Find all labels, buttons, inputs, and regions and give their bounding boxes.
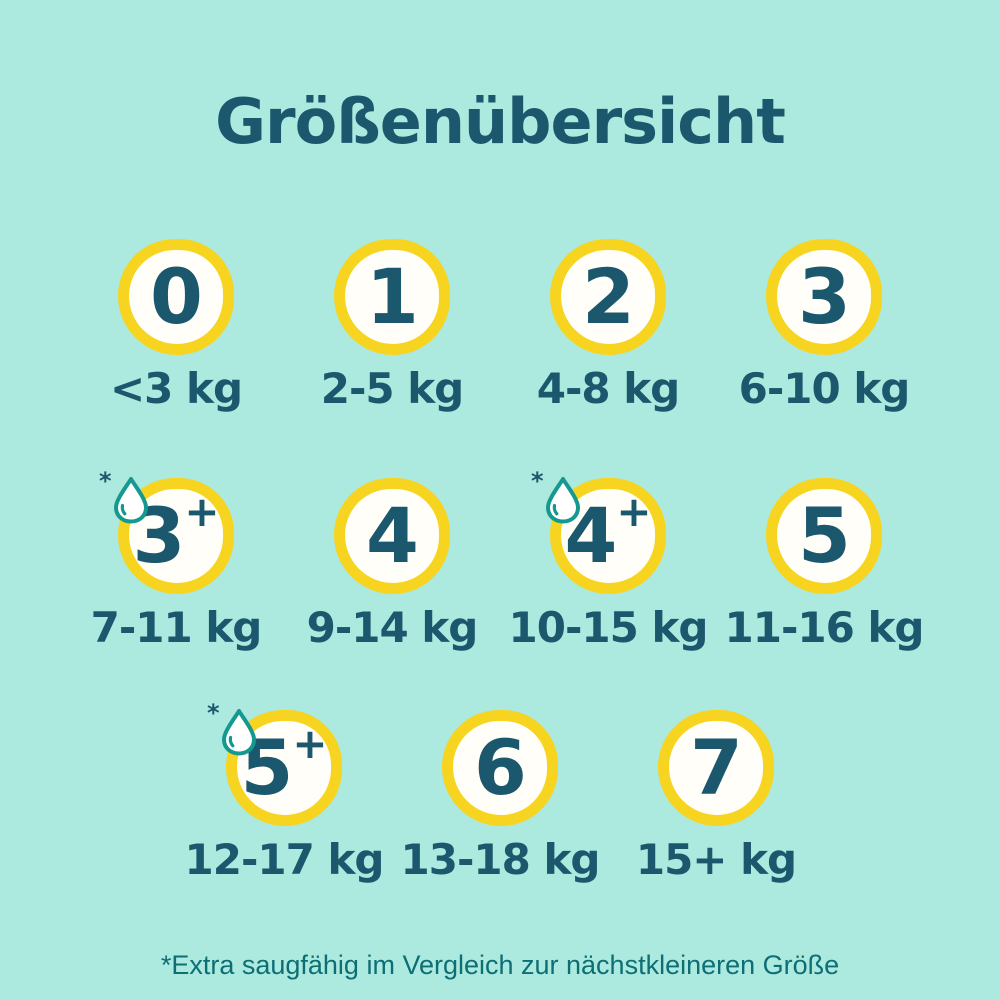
weight-label: 2-5 kg: [320, 364, 464, 414]
size-row-1: 0 <3 kg 1 2-5 kg 2 4-8 kg 3 6-10 kg: [0, 239, 1000, 413]
size-badge: 0: [118, 239, 234, 356]
size-plus: +: [616, 486, 652, 536]
size-number: 4: [366, 490, 419, 580]
weight-label: 7-11 kg: [90, 602, 263, 652]
weight-label: 15+ kg: [635, 834, 797, 884]
droplet-icon: [546, 476, 580, 524]
droplet-icon: [114, 476, 148, 524]
extra-absorbent-marker: *: [207, 699, 273, 771]
size-badge: 1: [334, 239, 450, 356]
size-badge: 7: [658, 709, 774, 826]
size-plus: +: [184, 486, 220, 536]
size-item-3: 3 6-10 kg: [716, 239, 932, 413]
size-badge: * 5 +: [207, 699, 342, 826]
weight-label: 10-15 kg: [508, 602, 709, 652]
size-plus: +: [292, 718, 328, 768]
size-item-4plus: * 4 + 10-15 kg: [500, 467, 716, 652]
size-badge: 5: [766, 477, 882, 594]
size-badge: * 3 +: [99, 467, 234, 594]
weight-label: 12-17 kg: [184, 834, 385, 884]
size-item-5plus: * 5 + 12-17 kg: [176, 699, 392, 884]
weight-label: 6-10 kg: [738, 364, 911, 414]
footnote-asterisk: *: [207, 698, 220, 727]
extra-absorbent-marker: *: [531, 467, 597, 539]
size-item-6: 6 13-18 kg: [392, 709, 608, 884]
size-item-0: 0 <3 kg: [68, 239, 284, 413]
size-item-5: 5 11-16 kg: [716, 477, 932, 652]
page-title: Größenübersicht: [215, 85, 786, 158]
size-row-2: * 3 + 7-11 kg 4 9-14 kg *: [0, 467, 1000, 652]
size-item-7: 7 15+ kg: [608, 709, 824, 884]
size-number: 1: [366, 252, 419, 342]
size-item-3plus: * 3 + 7-11 kg: [68, 467, 284, 652]
size-badge: * 4 +: [531, 467, 666, 594]
size-row-3: * 5 + 12-17 kg 6 13-18 kg 7 15+ kg: [0, 699, 1000, 884]
size-number: 0: [150, 252, 203, 342]
size-number: 6: [474, 722, 527, 812]
weight-label: <3 kg: [109, 364, 243, 414]
size-badge: 3: [766, 239, 882, 356]
footnote-text: *Extra saugfähig im Vergleich zur nächst…: [160, 950, 840, 981]
size-badge: 2: [550, 239, 666, 356]
extra-absorbent-marker: *: [99, 467, 165, 539]
size-number: 2: [582, 252, 635, 342]
footnote-asterisk: *: [99, 466, 112, 495]
weight-label: 13-18 kg: [400, 834, 601, 884]
weight-label: 11-16 kg: [724, 602, 925, 652]
droplet-icon: [222, 708, 256, 756]
size-number: 3: [798, 252, 851, 342]
weight-label: 9-14 kg: [306, 602, 479, 652]
size-badge: 4: [334, 477, 450, 594]
size-item-4: 4 9-14 kg: [284, 477, 500, 652]
footnote-asterisk: *: [531, 466, 544, 495]
size-number: 7: [690, 722, 743, 812]
weight-label: 4-8 kg: [536, 364, 680, 414]
size-item-1: 1 2-5 kg: [284, 239, 500, 413]
size-number: 5: [798, 490, 851, 580]
size-badge: 6: [442, 709, 558, 826]
size-item-2: 2 4-8 kg: [500, 239, 716, 413]
